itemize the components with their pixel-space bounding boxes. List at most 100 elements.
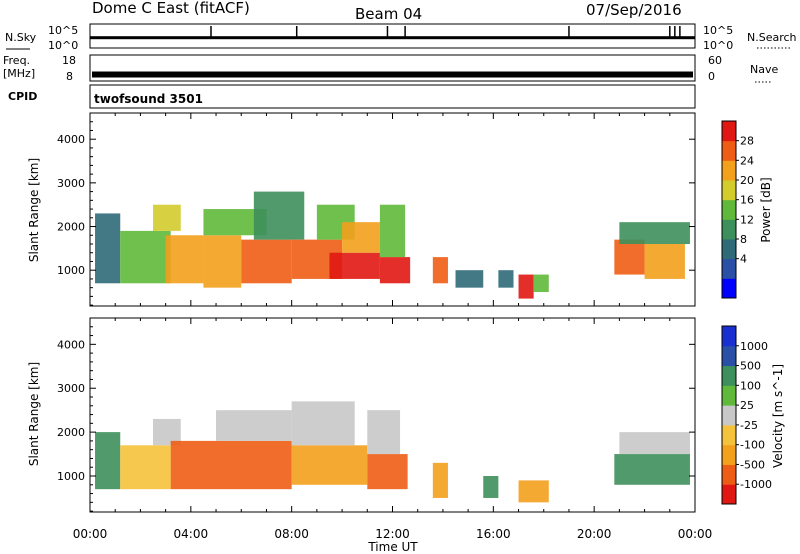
x-tick-label-6: 00:00: [678, 527, 713, 541]
noise-panel: N.Sky N.Search 10^5 10^0 10^5 10^0: [5, 23, 797, 52]
noise-frame: [89, 23, 696, 49]
velocity-data-block-5: [291, 445, 368, 485]
power-colorbar-label: Power [dB]: [759, 177, 773, 242]
x-axis-label: Time UT: [367, 540, 418, 554]
x-tick-label-0: 00:00: [73, 527, 108, 541]
x-tick-label-4: 16:00: [476, 527, 511, 541]
velocity-colorbar-swatch-7: [722, 345, 736, 367]
velocity-colorbar-swatch-5: [722, 385, 736, 406]
power-y-axis-label: Slant Range [km]: [27, 158, 41, 262]
power-y-tick-label-3: 4000: [57, 133, 85, 146]
nave-right-tick-top: 60: [708, 54, 722, 67]
power-colorbar-swatch-8: [722, 121, 736, 142]
power-colorbar-tick-label-1: 24: [740, 154, 754, 167]
noise-left-tick-top: 10^5: [48, 24, 78, 37]
nsky-label: N.Sky: [5, 31, 37, 44]
power-colorbar-swatch-4: [722, 199, 736, 220]
velocity-data-block-10: [483, 476, 499, 498]
velocity-colorbar-tick-label-4: -25: [740, 419, 758, 432]
velocity-colorbar-swatch-6: [722, 365, 736, 386]
velocity-data-block-11: [518, 480, 549, 503]
x-tick-label-1: 04:00: [174, 527, 209, 541]
power-data-block-6: [241, 239, 292, 284]
frequency-trace: [92, 71, 693, 78]
power-colorbar-tick-label-0: 28: [740, 135, 754, 148]
power-data-block-4: [203, 235, 242, 288]
velocity-colorbar-swatch-0: [722, 484, 736, 505]
power-colorbar-swatch-7: [722, 140, 736, 161]
power-colorbar-tick-label-5: 8: [740, 233, 747, 246]
power-data-block-12: [379, 257, 411, 284]
velocity-colorbar-tick-label-7: -1000: [740, 478, 772, 491]
velocity-colorbar-tick-label-0: 1000: [740, 340, 768, 353]
power-data-block-15: [455, 270, 484, 288]
power-colorbar-swatch-0: [722, 278, 736, 299]
power-colorbar-swatch-5: [722, 180, 736, 201]
power-colorbar-tick-label-6: 4: [740, 253, 747, 266]
velocity-data-block-13: [619, 432, 690, 455]
power-data-block-19: [614, 239, 645, 275]
velocity-colorbar-tick-label-6: -500: [740, 458, 765, 471]
power-data-block-14: [432, 257, 448, 284]
nsearch-label: N.Search: [747, 31, 797, 44]
velocity-colorbar-swatch-2: [722, 444, 736, 465]
power-data-block-11: [342, 222, 380, 253]
velocity-colorbar-tick-label-3: 25: [740, 399, 754, 412]
power-colorbar-swatch-1: [722, 258, 736, 279]
power-colorbar-frame: [721, 120, 737, 299]
velocity-colorbar-frame: [721, 325, 737, 505]
power-colorbar-swatch-3: [722, 219, 736, 240]
power-data-block-17: [518, 274, 534, 299]
cpid-value: twofsound 3501: [94, 92, 203, 106]
power-y-tick-label-0: 1000: [57, 264, 85, 277]
velocity-colorbar-swatch-1: [722, 464, 736, 485]
power-data-block-18: [533, 274, 549, 293]
velocity-panel: 1000 2000 3000 4000 Slant Range [km] 1000 50…: [27, 317, 785, 513]
velocity-y-tick-label-2: 3000: [57, 382, 85, 395]
noise-sky-trace: [90, 36, 695, 40]
noise-right-tick-top: 10^5: [703, 24, 733, 37]
velocity-data-block-7: [367, 454, 408, 490]
power-y-tick-label-1: 2000: [57, 221, 85, 234]
velocity-colorbar-tick-label-1: 500: [740, 360, 761, 373]
freq-left-tick-top: 18: [62, 54, 76, 67]
velocity-data-block-3: [170, 440, 292, 490]
power-colorbar-tick-label-3: 16: [740, 194, 754, 207]
velocity-data-block-4: [216, 410, 292, 441]
freq-label-line1: Freq.: [3, 54, 30, 67]
velocity-y-axis-label: Slant Range [km]: [27, 362, 41, 466]
power-data-block-3: [165, 235, 204, 284]
velocity-data-block-6: [291, 401, 355, 446]
velocity-y-tick-label-3: 4000: [57, 338, 85, 351]
velocity-data-block-8: [367, 410, 401, 455]
velocity-data-block-1: [120, 445, 171, 490]
cpid-panel: CPID twofsound 3501: [8, 84, 696, 109]
freq-label-line2: [MHz]: [3, 67, 35, 80]
date-title: 07/Sep/2016: [586, 1, 682, 19]
power-y-tick-label-2: 3000: [57, 177, 85, 190]
power-colorbar-swatch-2: [722, 239, 736, 260]
velocity-y-tick-label-0: 1000: [57, 470, 85, 483]
noise-left-tick-bottom: 10^0: [48, 39, 78, 52]
nave-right-tick-bottom: 0: [708, 70, 715, 83]
freq-frame: [89, 54, 696, 82]
velocity-data-block-0: [95, 432, 121, 490]
station-title: Dome C East (fitACF): [92, 0, 250, 17]
x-tick-label-3: 12:00: [375, 527, 410, 541]
power-data-block-10: [329, 252, 380, 279]
power-data-block-21: [619, 222, 690, 244]
velocity-colorbar-swatch-3: [722, 424, 736, 446]
frequency-panel: Freq. [MHz] 18 8 60 0 Nave: [3, 54, 778, 83]
cpid-frame: [89, 84, 696, 109]
power-colorbar-tick-label-4: 12: [740, 213, 754, 226]
velocity-colorbar-label: Velocity [m s^-1]: [771, 364, 785, 468]
cpid-label: CPID: [8, 90, 37, 103]
power-colorbar-swatch-6: [722, 160, 736, 181]
velocity-colorbar-tick-label-2: 100: [740, 379, 761, 392]
noise-right-tick-bottom: 10^0: [703, 39, 733, 52]
power-panel: 1000 2000 3000 4000 Slant Range [km] 28 24 20…: [27, 112, 773, 307]
velocity-data-block-9: [432, 462, 448, 498]
power-data-block-16: [498, 270, 514, 288]
x-tick-label-5: 20:00: [577, 527, 612, 541]
velocity-colorbar-swatch-8: [722, 326, 736, 347]
